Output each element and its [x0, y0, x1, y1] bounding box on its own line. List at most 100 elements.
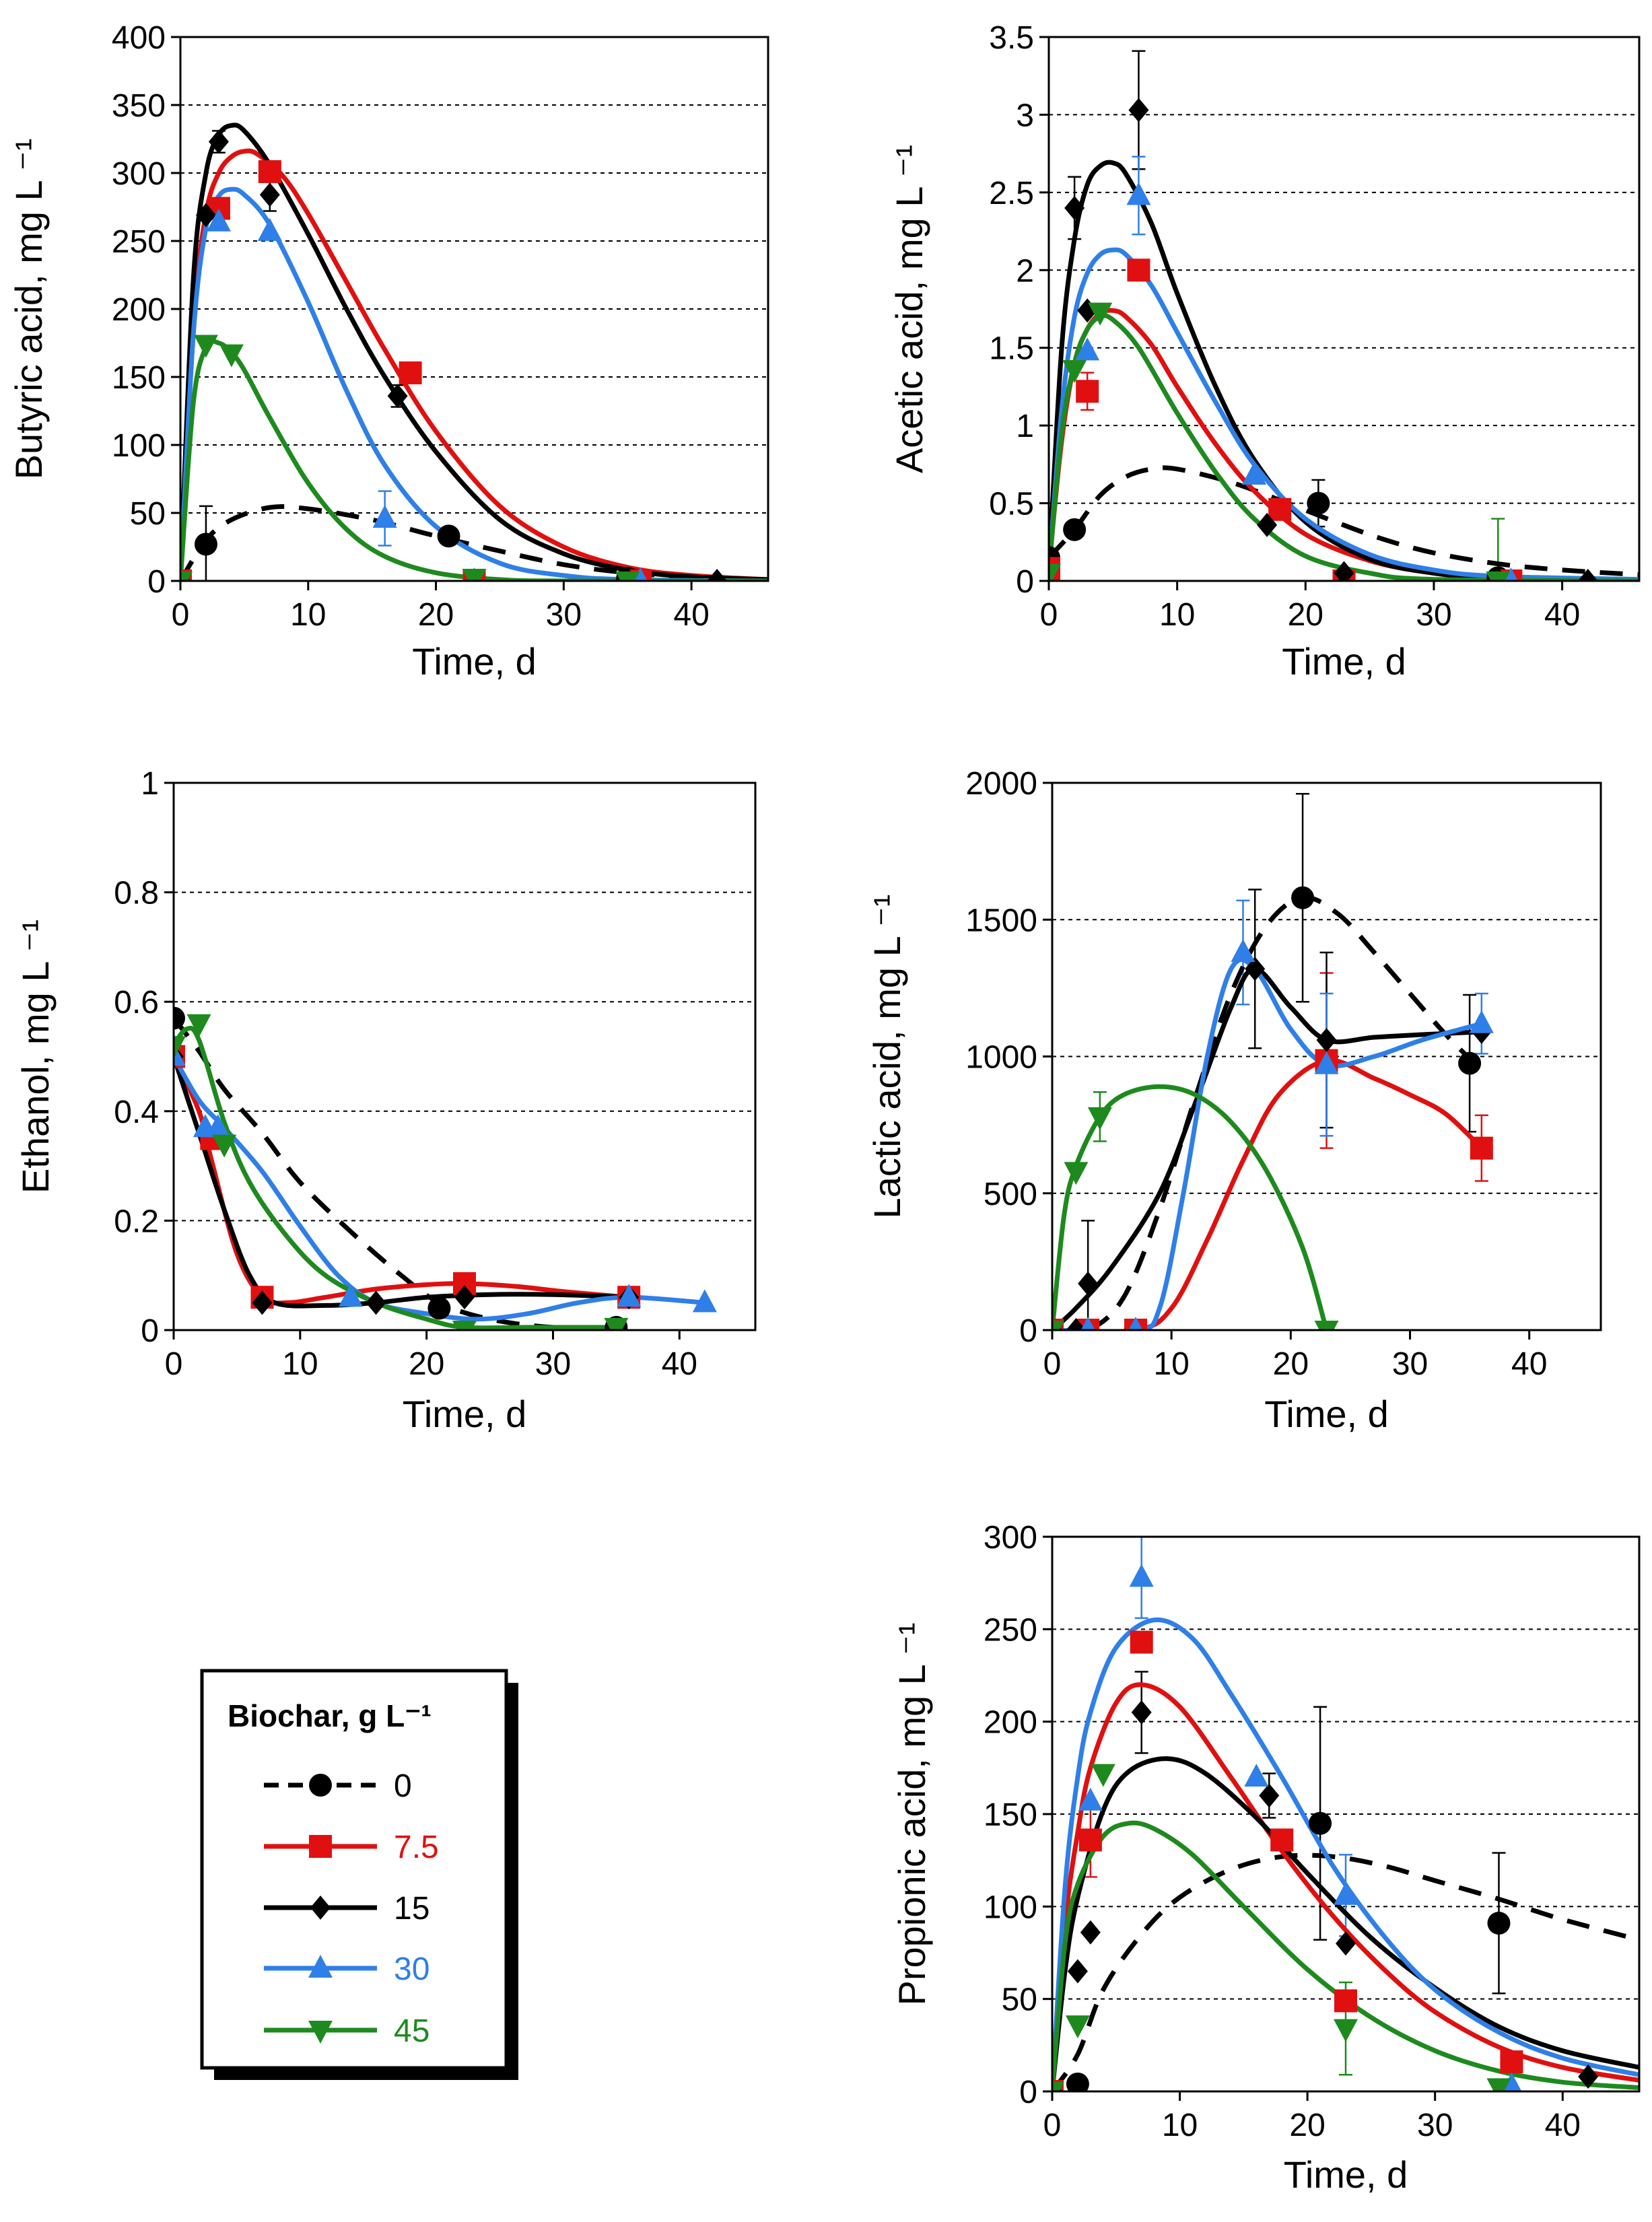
x-tick-label: 30 — [1416, 597, 1451, 633]
series-points-7.5 — [174, 1045, 641, 1309]
data-point — [1126, 182, 1151, 205]
data-point — [174, 1006, 185, 1030]
series-line-7.5 — [1052, 1682, 1639, 2091]
series-points-30 — [180, 208, 648, 581]
data-point — [1066, 2073, 1089, 2091]
lactic-acid-chart: 0 500 1000 1500 2000 0 10 20 30 40 Time, d Lactic a… — [866, 766, 1602, 1435]
series-line-7.5 — [180, 148, 768, 581]
plot-frame — [1051, 1535, 1641, 2093]
x-axis-label: Time, d — [1284, 2153, 1408, 2196]
data-point — [338, 1284, 363, 1307]
data-point — [1052, 2082, 1064, 2091]
legend-label: 7.5 — [394, 1830, 439, 1865]
x-tick-label: 40 — [1545, 2108, 1581, 2143]
data-point — [1130, 1630, 1153, 1654]
data-point — [399, 361, 422, 384]
data-point — [1128, 98, 1149, 123]
data-point — [1291, 886, 1315, 909]
data-point — [1307, 491, 1330, 515]
series-points-45 — [180, 335, 640, 581]
x-tick-label: 20 — [409, 1346, 444, 1382]
data-point — [1501, 2072, 1522, 2091]
data-point — [1087, 1107, 1112, 1130]
data-point — [1076, 380, 1099, 403]
data-point — [1486, 2078, 1511, 2091]
y-tick-label: 1 — [1016, 409, 1034, 444]
data-point — [1259, 1783, 1280, 1808]
y-tick-label: 250 — [112, 224, 166, 260]
y-tick-label: 150 — [984, 1797, 1037, 1833]
y-tick-label: 350 — [112, 88, 166, 124]
data-point — [452, 1321, 477, 1330]
data-point — [1257, 512, 1278, 537]
x-tick-label: 0 — [1043, 2108, 1062, 2143]
data-point — [1242, 462, 1267, 485]
y-tick-label: 1000 — [965, 1040, 1037, 1076]
y-tick-label: 2000 — [965, 766, 1037, 802]
data-point — [454, 1285, 475, 1310]
series-points-45 — [1052, 1107, 1339, 1330]
series-points-15 — [1064, 98, 1598, 581]
x-tick-label: 0 — [1040, 597, 1058, 633]
x-tick-label: 20 — [1288, 597, 1323, 633]
series-points-45 — [1049, 302, 1511, 581]
data-point — [692, 1289, 717, 1313]
acetic-acid-chart: 0 0.5 1 1.5 2 2.5 3 3.5 0 10 20 30 40 Time, d Acetic a… — [888, 20, 1641, 683]
data-point — [208, 129, 229, 154]
data-point — [186, 1014, 211, 1037]
x-axis-label: Time, d — [1282, 640, 1406, 683]
data-point — [1244, 1764, 1269, 1787]
series-line-15 — [180, 123, 768, 581]
y-tick-label: 500 — [984, 1177, 1037, 1212]
y-tick-label: 0 — [147, 564, 166, 600]
y-axis-label: Propionic acid, mg L ⁻¹ — [891, 1622, 933, 2005]
plot-frame — [1047, 36, 1641, 582]
series-points-15 — [180, 129, 728, 581]
legend-entries: 0 7.5 15 30 45 — [264, 1768, 439, 2049]
data-point — [1075, 337, 1100, 361]
data-point — [258, 160, 281, 183]
data-point — [1270, 1828, 1294, 1852]
x-axis-label: Time, d — [403, 1393, 527, 1435]
y-tick-label: 300 — [984, 1520, 1037, 1556]
series-line-7.5 — [174, 1055, 629, 1306]
y-axis-label: Ethanol, mg L ⁻¹ — [14, 919, 57, 1193]
y-gridlines — [180, 36, 768, 514]
series-points-30 — [1052, 1564, 1522, 2091]
legend-entry-0: 0 — [264, 1768, 412, 1804]
data-point — [1334, 1989, 1357, 2013]
series-points-45 — [1052, 1764, 1511, 2091]
y-tick-label: 3.5 — [989, 20, 1034, 56]
x-tick-label: 10 — [290, 597, 326, 633]
legend-title: Biochar, g L⁻¹ — [228, 1698, 432, 1733]
series-line-15 — [1052, 966, 1482, 1330]
y-tick-label: 100 — [984, 1889, 1037, 1925]
data-point — [1080, 1920, 1101, 1945]
data-point — [206, 208, 231, 232]
legend-box — [200, 1669, 508, 2070]
data-point — [1052, 1321, 1064, 1330]
data-point — [437, 524, 460, 548]
data-point — [1129, 1564, 1154, 1587]
x-tick-label: 0 — [165, 1346, 183, 1382]
data-point — [259, 182, 280, 207]
series-points-45 — [174, 1014, 629, 1330]
x-tick-label: 40 — [662, 1346, 697, 1382]
plot-frame — [179, 36, 769, 582]
y-tick-label: 1500 — [965, 903, 1037, 938]
y-tick-label: 150 — [112, 360, 166, 396]
y-tick-label: 2 — [1016, 253, 1034, 289]
data-point — [1066, 1318, 1087, 1330]
y-tick-label: 300 — [112, 156, 166, 192]
data-point — [633, 567, 648, 581]
series-points-15 — [174, 1044, 640, 1315]
data-point — [615, 571, 640, 581]
legend-label: 0 — [394, 1768, 412, 1804]
x-tick-label: 30 — [535, 1346, 571, 1382]
propionic-acid-chart: 0 50 100 150 200 250 300 0 10 20 30 40 Time, d Propio… — [891, 1520, 1641, 2196]
y-tick-label: 0 — [1019, 1313, 1037, 1349]
legend-entry-7.5: 7.5 — [264, 1830, 439, 1865]
series-points-15 — [1052, 957, 1492, 1330]
